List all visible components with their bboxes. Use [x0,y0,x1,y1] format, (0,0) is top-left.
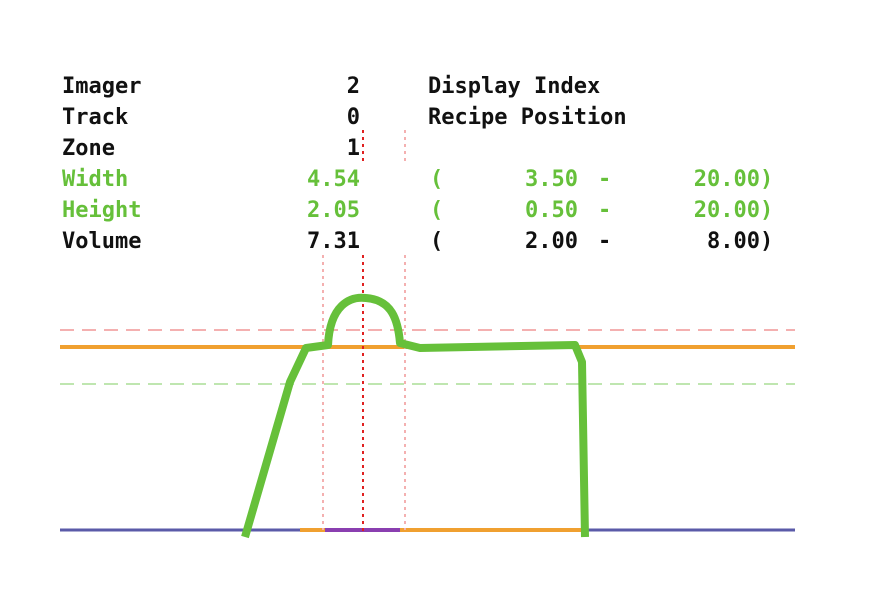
range-min: 3.50 [525,167,578,192]
range-close: ) [760,167,773,192]
range-open: ( [430,167,443,192]
range-max: 8.00 [707,229,760,254]
row-label: Height [62,198,141,223]
range-close: ) [760,229,773,254]
row-value: 2.05 [307,198,360,223]
row-label: Imager [62,74,141,99]
range-sep: - [598,167,611,192]
row-label: Volume [62,229,141,254]
row-value: 0 [347,105,360,130]
profile-curve [241,293,589,539]
row-value: 7.31 [307,229,360,254]
range-close: ) [760,198,773,223]
range-sep: - [598,229,611,254]
range-open: ( [430,198,443,223]
range-max: 20.00 [694,167,760,192]
row-value: 4.54 [307,167,360,192]
readout: Imager 2 Display Index Track 0 Recipe Positio… [62,74,773,254]
row-label: Track [62,105,128,130]
range-sep: - [598,198,611,223]
row-label: Width [62,167,128,192]
row-value: 2 [347,74,360,99]
range-min: 0.50 [525,198,578,223]
row-label: Zone [62,136,115,161]
range-max: 20.00 [694,198,760,223]
range-min: 2.00 [525,229,578,254]
profile-graph [60,130,795,539]
row-note: Display Index [428,74,600,99]
range-open: ( [430,229,443,254]
row-note: Recipe Position [428,105,627,130]
row-value: 1 [347,136,360,161]
